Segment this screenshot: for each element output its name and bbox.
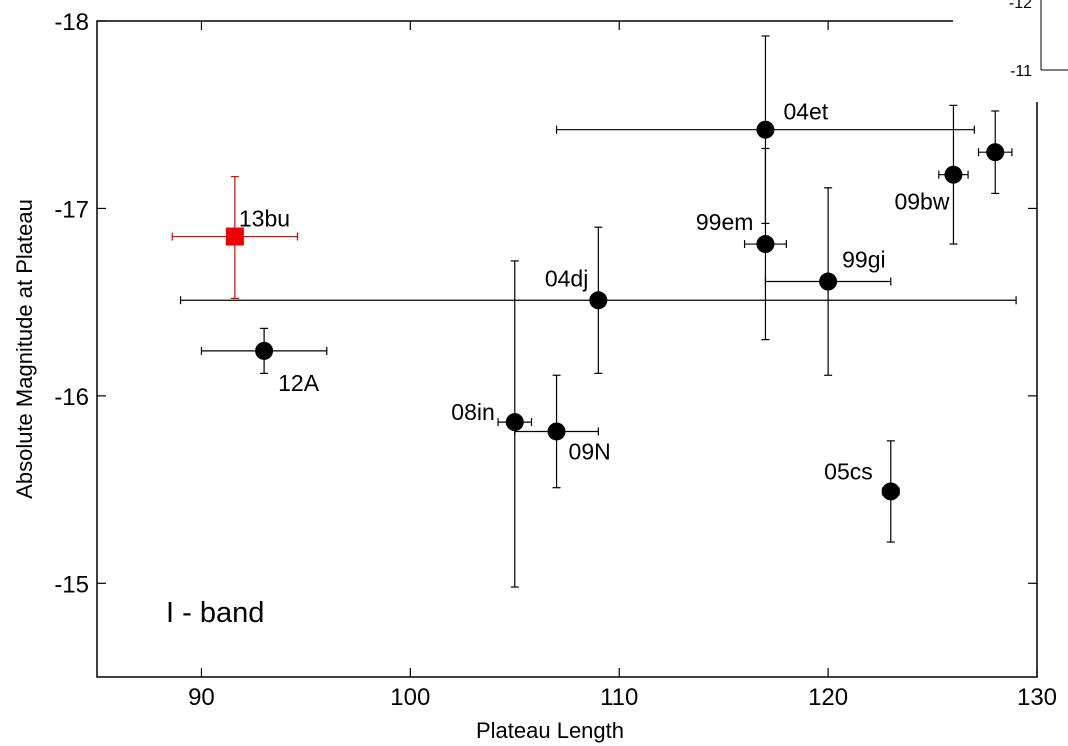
band-annotation: I - band [166,597,264,629]
data-label: 04dj [545,265,588,291]
data-label: 12A [278,370,320,396]
error-bars [171,35,1017,588]
data-label: 05cs [824,458,873,484]
data-point [505,413,524,432]
data-label: 09bw [894,189,949,215]
inset-ytick-label: -11 [1010,63,1032,80]
data-label: 04et [783,99,828,125]
data-point [756,120,775,139]
data-point [819,272,838,291]
y-tick-label: -16 [54,384,89,411]
data-point [547,422,566,441]
inset-panel: -12 -11 [953,0,1068,102]
x-tick-label: 90 [188,684,215,711]
data-markers [225,120,1005,501]
y-tick-label: -18 [54,9,89,36]
data-label: 99gi [842,247,885,273]
point-labels: 13bu 12A 04dj 08in 09N 04et 99em 99gi 05cs 09bw [239,99,950,485]
data-point [255,341,274,360]
data-point [589,291,608,310]
axis-ticks: 90 100 110 120 130 -15 -16 -17 -18 [54,9,1057,711]
x-axis-title: Plateau Length [476,718,624,743]
plot-border [96,20,1038,678]
data-point-square [225,227,244,246]
data-point [881,482,900,501]
data-label: 09N [569,438,611,464]
data-label: 13bu [239,206,290,232]
data-label: 99em [696,209,754,235]
x-tick-label: 130 [1017,684,1057,711]
y-axis-title: Absolute Magnitude at Plateau [12,199,37,499]
data-point [986,143,1005,162]
plot-frame [96,20,1038,678]
x-tick-label: 100 [390,684,430,711]
inset-cover [953,0,1068,102]
x-tick-label: 110 [600,684,638,711]
x-tick-label: 120 [808,684,848,711]
data-label: 08in [451,399,494,425]
y-tick-label: -15 [54,571,89,598]
inset-ytick-label: -12 [1009,0,1032,12]
data-point [756,235,775,254]
data-point [944,165,963,184]
y-tick-label: -17 [54,196,89,223]
